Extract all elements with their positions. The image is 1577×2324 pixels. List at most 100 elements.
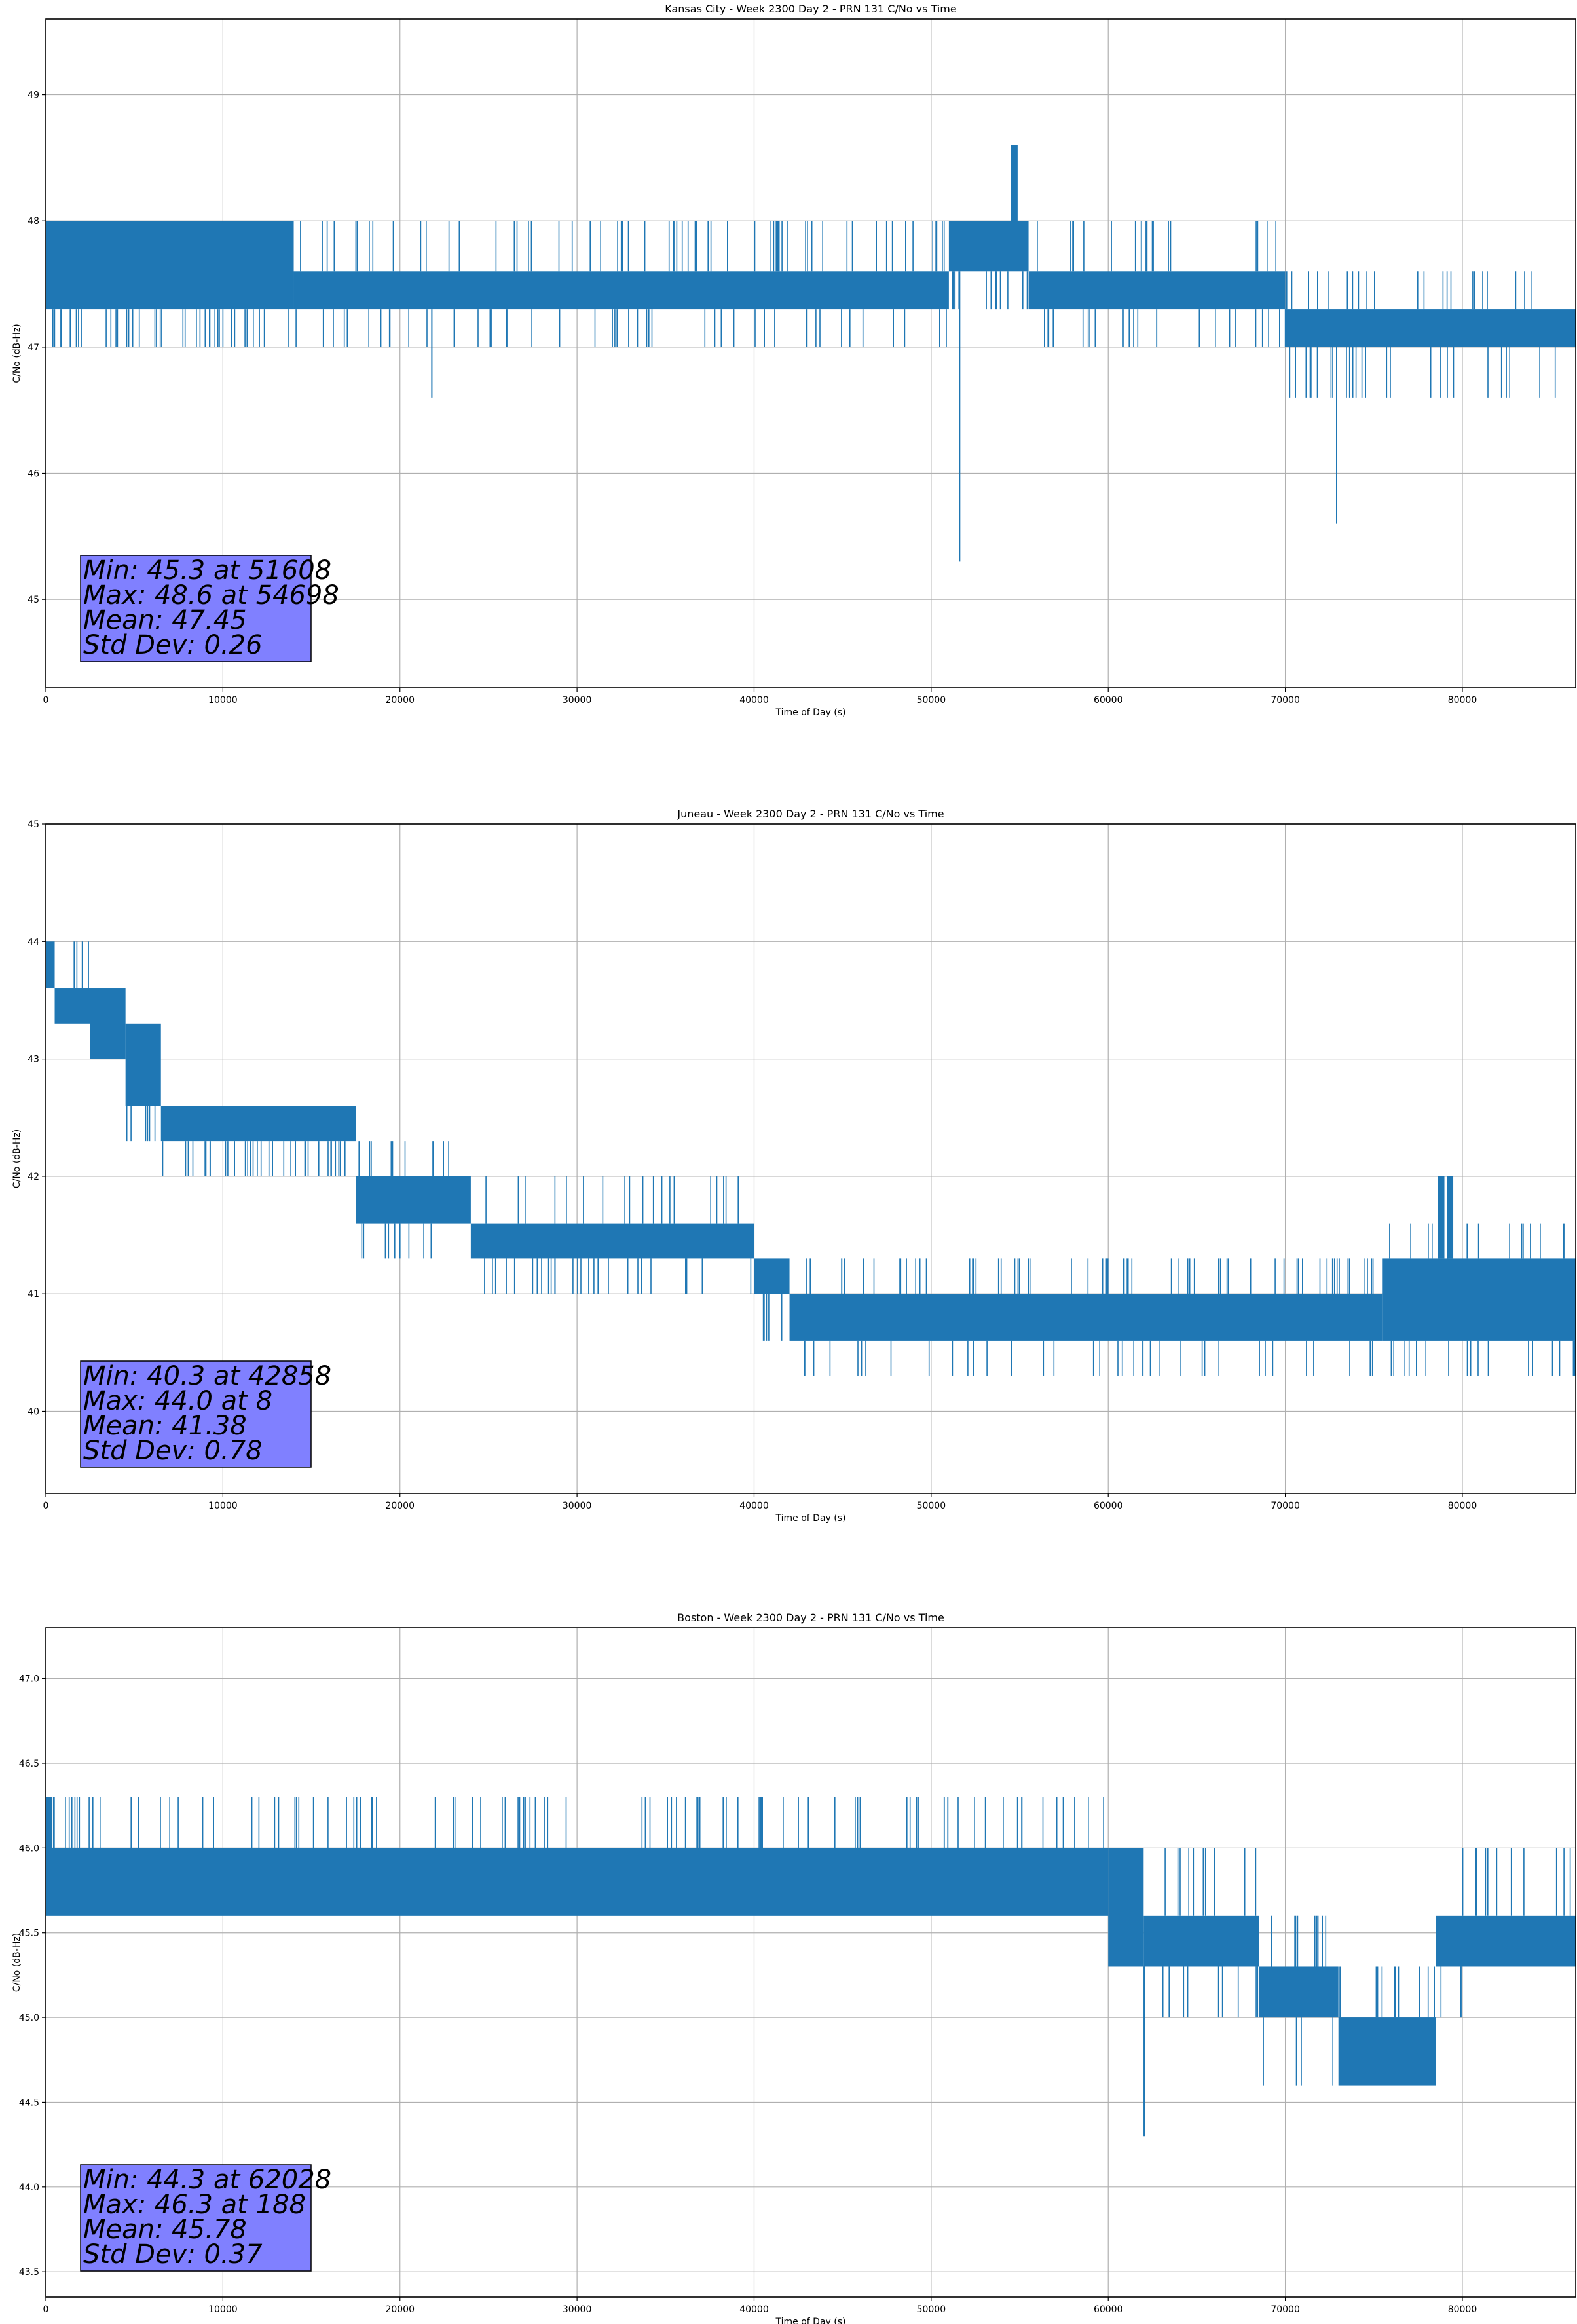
cno-max-spike — [1447, 1176, 1454, 1259]
y-tick-label: 47 — [28, 343, 39, 353]
stat-min: Min: 44.3 at 62028 — [83, 2165, 331, 2195]
cno-band — [46, 941, 55, 989]
y-tick-label: 40 — [28, 1406, 39, 1417]
x-tick-label: 20000 — [385, 2304, 415, 2315]
cno-spikes — [807, 221, 947, 347]
x-tick-label: 50000 — [917, 2304, 946, 2315]
cno-band — [1143, 1915, 1259, 1967]
y-tick-label: 41 — [28, 1289, 39, 1300]
cno-band — [46, 221, 294, 310]
x-tick-label: 10000 — [208, 2304, 238, 2315]
stats-box: Min: 44.3 at 62028 Max: 46.3 at 188 Mean… — [80, 2164, 331, 2272]
cno-band — [789, 1294, 1383, 1341]
cno-band — [293, 271, 807, 310]
y-tick-label: 43 — [28, 1055, 39, 1065]
y-tick-label: 44.5 — [19, 2097, 39, 2108]
x-tick-label: 60000 — [1094, 1501, 1123, 1511]
cno-spikes — [952, 271, 1028, 310]
cno-max-spike — [1438, 1176, 1445, 1259]
x-tick-label: 20000 — [385, 1501, 415, 1511]
y-axis-label: C/No (dB-Hz) — [12, 1129, 22, 1188]
x-tick-label: 40000 — [739, 695, 769, 705]
cno-band — [90, 988, 126, 1059]
data-series — [46, 145, 1576, 562]
x-tick-label: 0 — [43, 695, 49, 705]
stat-std: Std Dev: 0.37 — [83, 2240, 263, 2270]
cno-spikes — [73, 941, 89, 988]
cno-band — [356, 1176, 471, 1224]
cno-band — [807, 271, 949, 310]
cno-spikes — [484, 1176, 752, 1294]
y-tick-label: 44.0 — [19, 2183, 39, 2193]
x-tick-label: 10000 — [208, 695, 238, 705]
cno-spikes — [1263, 1915, 1333, 2086]
cno-spikes — [1339, 1966, 1435, 2018]
x-tick-label: 30000 — [563, 1501, 592, 1511]
stat-mean: Mean: 47.45 — [83, 605, 247, 635]
cno-max-spike — [46, 1797, 53, 1848]
cno-spikes — [52, 309, 289, 347]
chart-title: Juneau - Week 2300 Day 2 - PRN 131 C/No … — [677, 808, 944, 820]
y-tick-label: 45 — [28, 819, 39, 830]
x-tick-label: 60000 — [1094, 2304, 1123, 2315]
x-axis-label: Time of Day (s) — [775, 2317, 846, 2324]
x-tick-label: 70000 — [1271, 1501, 1300, 1511]
x-tick-label: 20000 — [385, 695, 415, 705]
cno-spikes — [358, 1141, 449, 1259]
stats-box: Min: 45.3 at 51608 Max: 48.6 at 54698 Me… — [80, 555, 339, 662]
cno-spikes — [1462, 1848, 1571, 1916]
x-axis-label: Time of Day (s) — [775, 1513, 846, 1524]
chart-panel-juneau: 0 10000 20000 30000 40000 50000 60000 70000 8000… — [12, 808, 1576, 1524]
cno-band — [125, 1023, 161, 1106]
cno-band — [54, 988, 90, 1024]
y-tick-label: 46 — [28, 469, 39, 479]
cno-band — [1259, 1966, 1339, 2018]
x-tick-label: 0 — [43, 2304, 49, 2315]
y-tick-label: 42 — [28, 1172, 39, 1182]
stat-max: Max: 46.3 at 188 — [83, 2190, 306, 2220]
cno-spikes — [1037, 221, 1286, 347]
cno-band — [1028, 271, 1286, 310]
cno-spikes — [162, 1141, 346, 1176]
cno-band — [948, 221, 1029, 272]
stat-min: Min: 45.3 at 51608 — [83, 555, 331, 586]
cno-spikes — [1440, 1966, 1462, 2018]
x-tick-label: 40000 — [739, 2304, 769, 2315]
chart-title: Kansas City - Week 2300 Day 2 - PRN 131 … — [665, 3, 956, 15]
cno-band — [754, 1258, 790, 1294]
cno-band — [1382, 1258, 1576, 1341]
cno-spikes — [762, 1294, 783, 1341]
x-tick-label: 50000 — [917, 695, 946, 705]
cno-band — [1108, 1848, 1144, 1967]
stat-std: Std Dev: 0.26 — [83, 630, 263, 660]
y-tick-label: 45 — [28, 595, 39, 605]
data-series — [46, 1797, 1576, 2137]
x-tick-label: 80000 — [1448, 2304, 1477, 2315]
cno-band — [46, 1848, 1109, 1916]
x-tick-label: 0 — [43, 1501, 49, 1511]
x-tick-label: 60000 — [1094, 695, 1123, 705]
cno-band — [1436, 1915, 1462, 1967]
x-tick-label: 10000 — [208, 1501, 238, 1511]
chart-panel-boston: 0 10000 20000 30000 40000 50000 60000 70000 8000… — [12, 1611, 1576, 2324]
y-tick-label: 49 — [28, 90, 39, 101]
y-axis-label: C/No (dB-Hz) — [12, 324, 22, 383]
cno-spikes — [53, 1797, 1104, 1848]
y-tick-label: 46.5 — [19, 1759, 39, 1769]
cno-band — [470, 1223, 754, 1259]
cno-band — [1462, 1915, 1576, 1967]
y-tick-label: 48 — [28, 216, 39, 227]
x-tick-label: 30000 — [563, 2304, 592, 2315]
y-tick-label: 45.0 — [19, 2013, 39, 2023]
x-tick-label: 30000 — [563, 695, 592, 705]
x-tick-label: 70000 — [1271, 2304, 1300, 2315]
x-axis-label: Time of Day (s) — [775, 707, 846, 718]
data-series — [46, 941, 1576, 1376]
stat-mean: Mean: 41.38 — [83, 1411, 247, 1441]
cno-max-spike — [1011, 145, 1018, 221]
stat-mean: Mean: 45.78 — [83, 2215, 247, 2245]
x-tick-label: 80000 — [1448, 1501, 1477, 1511]
stat-max: Max: 44.0 at 8 — [83, 1386, 272, 1416]
y-tick-label: 45.5 — [19, 1928, 39, 1939]
stat-min: Min: 40.3 at 42858 — [83, 1361, 331, 1391]
